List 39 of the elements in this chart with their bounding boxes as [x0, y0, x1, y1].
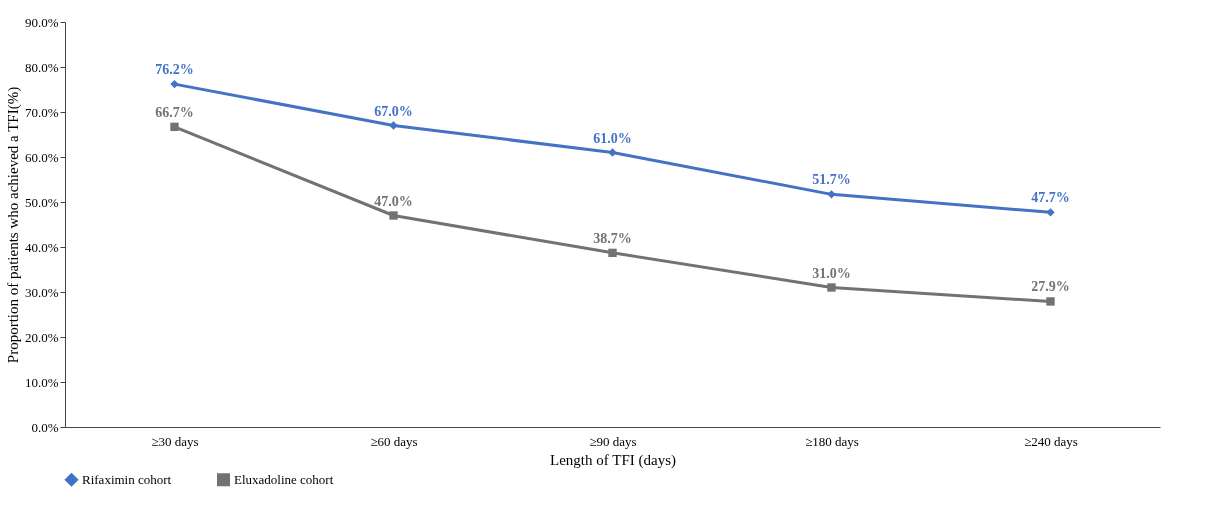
- point: [170, 122, 179, 132]
- y-tick-label: 10.0%: [24, 374, 59, 390]
- x-tick-label: ≥60 days: [370, 433, 418, 449]
- point: [389, 121, 398, 130]
- y-tick-label: 50.0%: [24, 194, 59, 210]
- data-label: 61.0%: [593, 130, 632, 146]
- y-tick-label: 0.0%: [31, 419, 59, 435]
- y-tick-label: 80.0%: [24, 59, 59, 75]
- point: [827, 190, 836, 199]
- x-tick-label: ≥180 days: [805, 433, 859, 449]
- legend-label: Eluxadoline cohort: [234, 471, 334, 487]
- y-tick-label: 40.0%: [24, 239, 59, 255]
- x-tick-label: ≥30 days: [151, 433, 199, 449]
- point: [389, 211, 398, 220]
- x-tick-label: ≥240 days: [1024, 433, 1078, 449]
- data-label: 76.2%: [155, 62, 194, 78]
- point: [1046, 208, 1055, 217]
- y-tick-label: 70.0%: [24, 104, 59, 120]
- data-label: 47.0%: [374, 193, 413, 209]
- y-tick-label: 20.0%: [24, 329, 59, 345]
- legend-label: Rifaximin cohort: [82, 471, 172, 487]
- data-label: 27.9%: [1031, 279, 1070, 295]
- data-label: 38.7%: [593, 230, 632, 246]
- y-axis-title: Proportion of patients who achieved a TFI(%): [4, 86, 22, 364]
- data-label: 67.0%: [374, 103, 413, 119]
- y-tick-label: 60.0%: [24, 149, 59, 165]
- data-label: 31.0%: [812, 265, 851, 281]
- data-label: 47.7%: [1031, 190, 1070, 206]
- point: [1046, 297, 1055, 306]
- data-label: 51.7%: [812, 172, 851, 188]
- data-label: 66.7%: [155, 104, 194, 120]
- point: [827, 283, 836, 292]
- x-axis-title: Length of TFI (days): [550, 451, 676, 469]
- point: [608, 148, 617, 157]
- y-tick-label: 30.0%: [24, 284, 59, 300]
- y-tick-label: 90.0%: [24, 14, 59, 30]
- x-tick-label: ≥90 days: [589, 433, 637, 449]
- point: [170, 79, 179, 89]
- point: [608, 248, 617, 258]
